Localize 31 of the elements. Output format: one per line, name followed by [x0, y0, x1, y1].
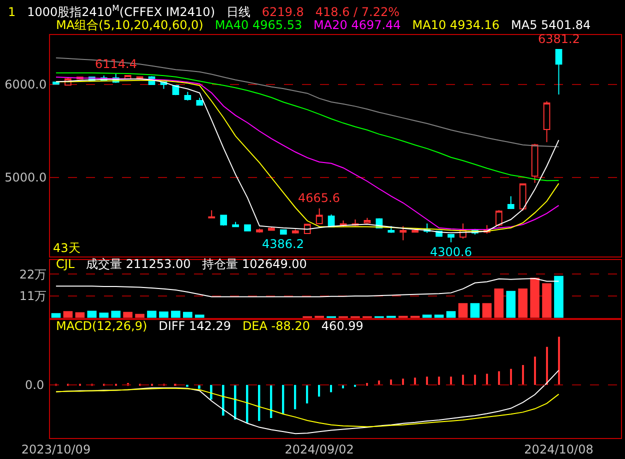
chart-title: CJL [56, 257, 75, 271]
text: 418.6 / 7.22% [315, 5, 400, 20]
text: 日线 [226, 5, 250, 20]
chart-title: 1000股指2410$^{M}$(CFFEX IM2410) [27, 3, 216, 20]
annotation: 43天 [53, 241, 80, 255]
text: 460.99 [321, 319, 364, 333]
text: DIFF 142.29 [158, 319, 231, 333]
text: MA20 4697.44 [314, 18, 401, 32]
text: MA40 4965.53 [214, 18, 302, 32]
text: DEA -88.20 [242, 319, 310, 333]
x-tick-label: 2023/10/09 [21, 442, 91, 456]
annotation: 6114.4 [95, 57, 137, 71]
annotation: 持仓量 102649.00 [202, 257, 307, 271]
text: 1 [8, 5, 16, 20]
annotation: 成交量 211253.00 [86, 257, 191, 271]
y-tick-label: 11万 [19, 289, 47, 304]
y-tick-label: 22万 [19, 267, 47, 282]
text: MA5 5401.84 [511, 18, 591, 32]
annotation: 6381.2 [538, 32, 580, 46]
y-tick-label: 6000.0 [4, 78, 47, 92]
chart-subtitle: MA组合(5,10,20,40,60,0) [56, 18, 204, 32]
ref-line-label: 0.0 [25, 378, 44, 392]
annotation: 4386.2 [262, 237, 304, 251]
text: MA10 4934.16 [412, 18, 500, 32]
chart-title: MACD(12,26,9) [56, 319, 148, 333]
x-tick-label: 2024/10/08 [524, 442, 594, 456]
y-tick-label: 5000.0 [4, 170, 47, 185]
text: 6219.8 [262, 5, 304, 20]
x-tick-label: 2024/09/02 [284, 442, 354, 456]
annotation: 4665.6 [298, 191, 340, 205]
annotation: 4300.6 [430, 245, 472, 259]
